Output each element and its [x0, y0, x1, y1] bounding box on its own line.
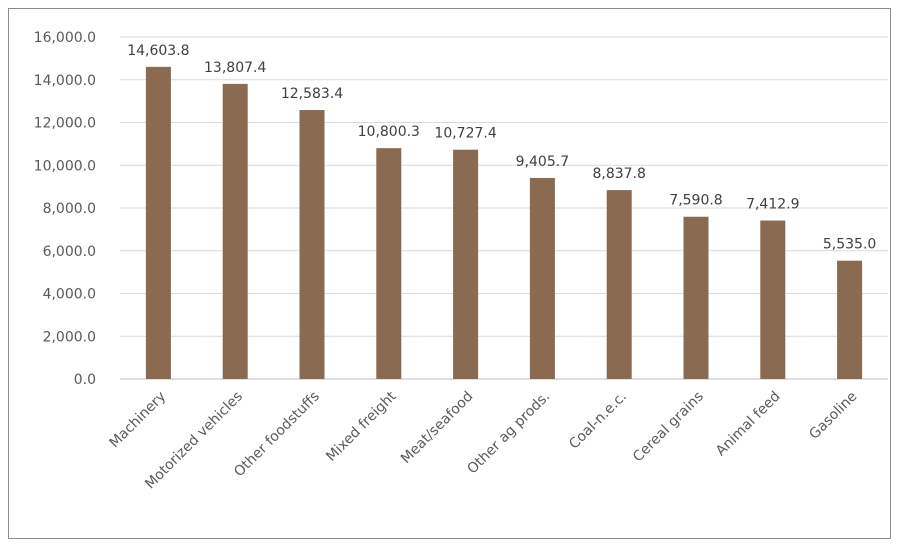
bar — [299, 110, 325, 380]
data-label: 7,412.9 — [746, 197, 799, 213]
y-tick-label: 14,000.0 — [34, 73, 96, 89]
y-tick-label: 2,000.0 — [43, 329, 96, 345]
data-label: 12,583.4 — [281, 86, 343, 102]
bar — [222, 83, 248, 379]
bar — [529, 177, 555, 379]
bar — [145, 66, 171, 379]
x-tick-label: Machinery — [107, 389, 170, 452]
x-tick-label: Cereal grains — [630, 389, 707, 466]
x-tick-label: Gasoline — [806, 389, 860, 443]
data-label: 13,807.4 — [204, 60, 266, 76]
bar — [376, 148, 402, 379]
x-tick-label: Meat/seafood — [398, 389, 476, 467]
y-tick-label: 4,000.0 — [43, 287, 96, 303]
y-tick-label: 12,000.0 — [34, 116, 96, 132]
x-tick-label: Coal-n.e.c. — [566, 389, 630, 453]
bar — [837, 260, 863, 379]
x-tick-label: Mixed freight — [323, 388, 400, 465]
y-tick-label: 0.0 — [74, 372, 96, 388]
bar — [606, 190, 632, 379]
data-label: 14,603.8 — [127, 43, 189, 59]
data-label: 9,405.7 — [516, 154, 569, 170]
bar — [760, 220, 786, 379]
data-label: 10,727.4 — [434, 126, 496, 142]
y-tick-label: 6,000.0 — [43, 244, 96, 260]
y-tick-label: 8,000.0 — [43, 201, 96, 217]
y-tick-label: 10,000.0 — [34, 158, 96, 174]
bar — [453, 149, 479, 379]
data-label: 7,590.8 — [669, 193, 722, 209]
data-label: 8,837.8 — [592, 166, 645, 182]
x-tick-label: Animal feed — [713, 389, 784, 460]
bar — [683, 216, 709, 379]
x-tick-label: Other ag prods. — [464, 389, 553, 478]
x-tick-label: Other foodstuffs — [231, 389, 323, 481]
data-label: 10,800.3 — [358, 124, 420, 140]
y-tick-label: 16,000.0 — [34, 30, 96, 46]
data-label: 5,535.0 — [823, 237, 876, 253]
